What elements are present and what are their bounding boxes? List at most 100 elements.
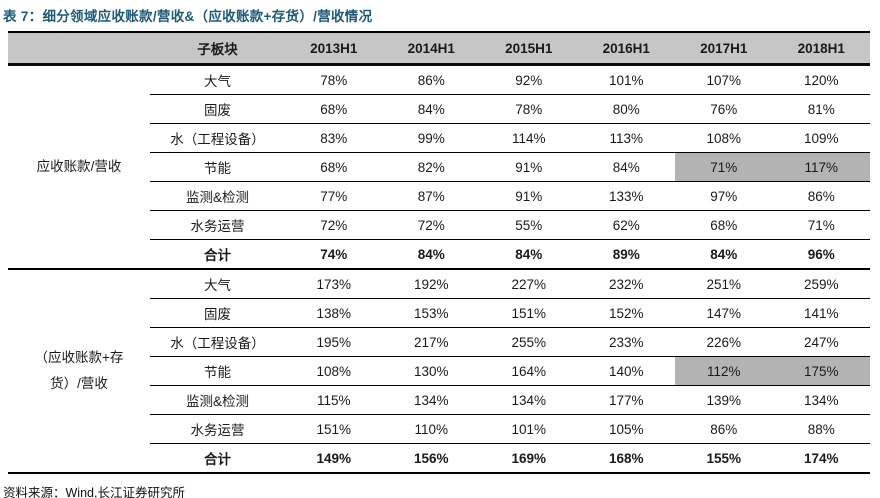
value-cell: 133% [608, 188, 644, 204]
group-rows: 大气 173% 192% 227% 232% 251% 259% 固废 138% 153% 151%… [150, 270, 870, 472]
value-cell: 173% [316, 276, 352, 292]
value-cell: 77% [320, 188, 348, 204]
value-cell: 99% [417, 130, 445, 146]
value-cell: 134% [803, 392, 839, 408]
row-subsector-label: 水（工程设备） [170, 132, 265, 147]
table-row: 监测&检测 77% 87% 91% 133% 97% 86% [150, 182, 870, 211]
header-year-2014h1: 2014H1 [407, 40, 455, 56]
header-subsector: 子板块 [197, 42, 238, 57]
row-subsector-label: 固废 [204, 307, 231, 322]
value-cell: 217% [413, 334, 449, 350]
value-cell: 259% [803, 276, 839, 292]
value-cell: 87% [417, 188, 445, 204]
value-cell: 233% [608, 334, 644, 350]
value-cell-highlighted: 117% [772, 153, 870, 181]
row-subsector-label: 水（工程设备） [170, 336, 265, 351]
value-cell: 255% [511, 334, 547, 350]
value-cell: 78% [515, 101, 543, 117]
header-year-2013h1: 2013H1 [310, 40, 358, 56]
value-cell: 68% [320, 101, 348, 117]
table-header-row: 子板块 2013H1 2014H1 2015H1 2016H1 2017H1 2… [8, 33, 870, 66]
header-year-2017h1: 2017H1 [700, 40, 748, 56]
row-subsector-label: 监测&检测 [185, 394, 249, 409]
value-cell-highlighted: 71% [675, 153, 773, 181]
value-cell: 177% [608, 392, 644, 408]
value-cell: 91% [515, 159, 543, 175]
row-subsector-label: 固废 [204, 103, 231, 118]
value-cell: 84% [515, 246, 543, 262]
value-cell: 97% [710, 188, 738, 204]
table-row: 大气 78% 86% 92% 101% 107% 120% [150, 66, 870, 95]
value-cell: 89% [612, 246, 640, 262]
value-cell: 232% [608, 276, 644, 292]
table-row: 节能 68% 82% 91% 84% 71% 117% [150, 153, 870, 182]
value-cell: 134% [511, 392, 547, 408]
table-group: 应收账款/营收 大气 78% 86% 92% 101% 107% 120% 固废 68% 84% 78… [8, 66, 870, 270]
value-cell: 195% [316, 334, 352, 350]
value-cell: 84% [710, 246, 738, 262]
value-cell-highlighted: 175% [772, 357, 870, 385]
row-subsector-label: 节能 [204, 365, 231, 380]
value-cell: 108% [706, 130, 742, 146]
table-row: 水（工程设备） 83% 99% 114% 113% 108% 109% [150, 124, 870, 153]
value-cell: 68% [320, 159, 348, 175]
value-cell: 134% [413, 392, 449, 408]
value-cell: 130% [413, 363, 449, 379]
value-cell: 151% [316, 421, 352, 437]
row-subsector-label: 合计 [204, 248, 231, 263]
value-cell: 164% [511, 363, 547, 379]
table-title: 表 7：细分领域应收账款/营收&（应收账款+存货）/营收情况 [3, 9, 373, 24]
header-year-2018h1: 2018H1 [797, 40, 845, 56]
row-subsector-label: 合计 [204, 452, 231, 467]
table-row: 水务运营 151% 110% 101% 105% 86% 88% [150, 415, 870, 444]
row-subsector-label: 水务运营 [190, 219, 245, 234]
value-cell: 153% [413, 305, 449, 321]
value-cell: 68% [710, 217, 738, 233]
value-cell: 101% [511, 421, 547, 437]
value-cell: 140% [608, 363, 644, 379]
value-cell: 139% [706, 392, 742, 408]
table-row: 大气 173% 192% 227% 232% 251% 259% [150, 270, 870, 299]
value-cell: 120% [803, 72, 839, 88]
table-row: 合计 149% 156% 169% 168% 155% 174% [150, 444, 870, 472]
value-cell: 71% [807, 217, 835, 233]
value-cell: 192% [413, 276, 449, 292]
value-cell: 141% [803, 305, 839, 321]
value-cell: 226% [706, 334, 742, 350]
value-cell: 86% [417, 72, 445, 88]
value-cell: 78% [320, 72, 348, 88]
value-cell: 114% [511, 130, 546, 146]
group-rows: 大气 78% 86% 92% 101% 107% 120% 固废 68% 84% 78% 80% 76%… [150, 66, 870, 268]
value-cell: 84% [612, 159, 640, 175]
value-cell: 82% [417, 159, 445, 175]
table-group: （应收账款+存货）/营收 大气 173% 192% 227% 232% 251% 259% 固废… [8, 270, 870, 474]
value-cell: 115% [316, 392, 351, 408]
header-year-2015h1: 2015H1 [505, 40, 553, 56]
value-cell: 86% [807, 188, 835, 204]
row-subsector-label: 监测&检测 [185, 190, 249, 205]
row-subsector-label: 节能 [204, 161, 231, 176]
value-cell: 72% [417, 217, 445, 233]
value-cell: 152% [608, 305, 644, 321]
value-cell: 80% [612, 101, 640, 117]
table-row: 固废 138% 153% 151% 152% 147% 141% [150, 299, 870, 328]
value-cell: 91% [515, 188, 543, 204]
row-subsector-label: 水务运营 [190, 423, 245, 438]
value-cell: 169% [511, 450, 547, 466]
value-cell: 108% [316, 363, 352, 379]
table-row: 监测&检测 115% 134% 134% 177% 139% 134% [150, 386, 870, 415]
value-cell: 151% [511, 305, 547, 321]
value-cell: 113% [609, 130, 644, 146]
table-row: 固废 68% 84% 78% 80% 76% 81% [150, 95, 870, 124]
value-cell: 147% [706, 305, 742, 321]
table-row: 水（工程设备） 195% 217% 255% 233% 226% 247% [150, 328, 870, 357]
row-subsector-label: 大气 [204, 278, 231, 293]
value-cell: 83% [320, 130, 348, 146]
table-body: 应收账款/营收 大气 78% 86% 92% 101% 107% 120% 固废 68% 84% 78… [8, 66, 870, 474]
table-row: 合计 74% 84% 84% 89% 84% 96% [150, 240, 870, 268]
table-row: 水务运营 72% 72% 55% 62% 68% 71% [150, 211, 870, 240]
value-cell: 84% [417, 101, 445, 117]
group-label: （应收账款+存货）/营收 [34, 350, 124, 391]
value-cell: 174% [803, 450, 839, 466]
